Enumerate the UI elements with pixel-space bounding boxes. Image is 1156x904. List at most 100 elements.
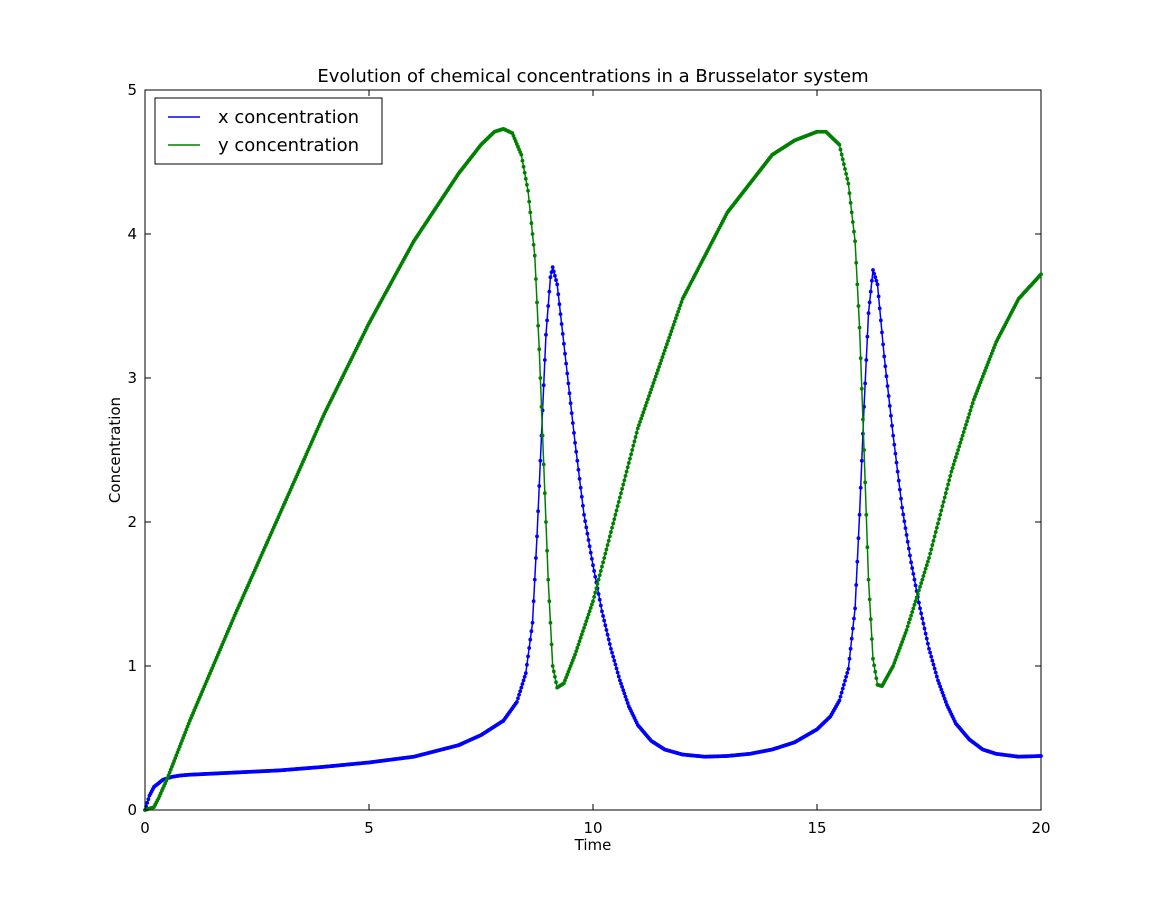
data-point-y-concentration xyxy=(912,602,917,607)
data-point-y-concentration xyxy=(652,377,657,382)
data-point-x-concentration xyxy=(578,485,583,490)
data-point-x-concentration xyxy=(909,560,913,565)
data-point-x-concentration xyxy=(535,534,539,539)
data-point-y-concentration xyxy=(568,664,573,668)
data-point-y-concentration xyxy=(943,491,948,496)
data-point-y-concentration xyxy=(679,300,684,304)
data-point-x-concentration xyxy=(550,265,555,270)
data-point-x-concentration xyxy=(930,658,935,663)
data-point-y-concentration xyxy=(847,191,852,196)
data-point-x-concentration xyxy=(1039,754,1043,758)
x-tick-label: 20 xyxy=(1031,819,1050,837)
data-point-y-concentration xyxy=(569,661,574,666)
data-point-y-concentration xyxy=(612,517,617,522)
data-point-y-concentration xyxy=(615,504,620,509)
data-point-y-concentration xyxy=(570,658,575,663)
data-point-y-concentration xyxy=(522,170,527,175)
data-point-y-concentration xyxy=(628,456,632,461)
data-point-x-concentration xyxy=(936,678,940,683)
data-point-y-concentration xyxy=(654,371,659,376)
data-point-x-concentration xyxy=(942,696,947,701)
data-point-x-concentration xyxy=(940,690,945,695)
data-point-x-concentration xyxy=(544,332,548,337)
data-point-x-concentration xyxy=(891,433,896,438)
data-point-y-concentration xyxy=(904,628,909,632)
data-point-y-concentration xyxy=(939,508,944,513)
data-point-y-concentration xyxy=(539,404,544,409)
data-point-x-concentration xyxy=(908,553,912,558)
data-point-y-concentration xyxy=(974,391,978,396)
data-point-y-concentration xyxy=(624,469,629,474)
data-point-y-concentration xyxy=(942,495,947,500)
data-point-y-concentration xyxy=(852,229,856,234)
data-point-y-concentration xyxy=(563,678,567,683)
series-line-y-concentration xyxy=(144,128,1042,811)
data-point-y-concentration xyxy=(575,645,580,650)
data-point-x-concentration xyxy=(895,469,900,474)
data-point-x-concentration xyxy=(858,485,863,490)
data-point-x-concentration xyxy=(516,696,520,701)
data-point-y-concentration xyxy=(632,439,637,444)
data-point-y-concentration xyxy=(584,619,589,624)
data-point-y-concentration xyxy=(642,407,647,411)
data-point-x-concentration xyxy=(880,330,884,335)
data-point-x-concentration xyxy=(572,431,576,435)
data-point-y-concentration xyxy=(547,599,552,604)
data-point-y-concentration xyxy=(675,313,679,317)
data-point-y-concentration xyxy=(616,499,621,504)
data-point-x-concentration xyxy=(853,606,857,611)
data-point-y-concentration xyxy=(670,326,675,330)
data-point-y-concentration xyxy=(606,538,611,543)
data-point-y-concentration xyxy=(541,462,546,467)
data-point-y-concentration xyxy=(527,199,532,204)
x-tick-label: 15 xyxy=(807,819,826,837)
data-point-y-concentration xyxy=(871,656,875,661)
legend-label-x-concentration: x concentration xyxy=(218,107,359,128)
data-point-y-concentration xyxy=(927,556,931,560)
data-point-y-concentration xyxy=(598,569,603,573)
data-point-y-concentration xyxy=(955,451,959,456)
data-point-y-concentration xyxy=(911,606,916,611)
data-point-y-concentration xyxy=(625,465,630,470)
data-point-y-concentration xyxy=(591,599,595,604)
data-point-y-concentration xyxy=(967,412,972,416)
data-point-y-concentration xyxy=(181,736,185,740)
data-point-y-concentration xyxy=(854,260,859,265)
data-point-y-concentration xyxy=(971,397,976,402)
x-tick-label: 5 xyxy=(364,819,374,837)
data-point-y-concentration xyxy=(637,423,641,428)
data-point-y-concentration xyxy=(953,455,958,460)
data-point-x-concentration xyxy=(881,342,885,347)
data-point-x-concentration xyxy=(526,654,530,659)
data-point-y-concentration xyxy=(931,538,936,543)
data-point-x-concentration xyxy=(905,539,910,544)
tick-layer: 0 5 10 15 20 0 1 2 3 4 5 xyxy=(127,81,1050,837)
data-point-x-concentration xyxy=(619,681,623,686)
data-point-y-concentration xyxy=(873,669,878,674)
data-point-y-concentration xyxy=(526,188,530,193)
data-point-x-concentration xyxy=(943,699,948,704)
data-point-x-concentration xyxy=(849,636,854,641)
data-point-x-concentration xyxy=(538,458,543,463)
data-point-y-concentration xyxy=(848,200,853,205)
data-point-x-concentration xyxy=(609,646,613,651)
data-point-y-concentration xyxy=(577,639,582,644)
data-point-y-concentration xyxy=(638,420,642,424)
data-point-x-concentration xyxy=(583,519,588,523)
data-point-x-concentration xyxy=(528,637,533,642)
data-point-y-concentration xyxy=(523,176,528,181)
data-point-x-concentration xyxy=(925,641,930,646)
data-point-y-concentration xyxy=(900,640,905,644)
data-point-y-concentration xyxy=(903,631,908,635)
data-point-x-concentration xyxy=(604,628,609,632)
series-x-concentration xyxy=(143,265,1043,812)
y-axis-label: Concentration xyxy=(106,397,124,503)
data-point-y-concentration xyxy=(536,323,541,328)
data-point-x-concentration xyxy=(563,351,567,356)
data-point-y-concentration xyxy=(574,649,579,654)
data-point-y-concentration xyxy=(635,426,640,431)
data-point-x-concentration xyxy=(620,684,625,689)
data-point-y-concentration xyxy=(866,577,871,582)
data-point-y-concentration xyxy=(849,210,854,215)
data-point-x-concentration xyxy=(871,268,875,272)
